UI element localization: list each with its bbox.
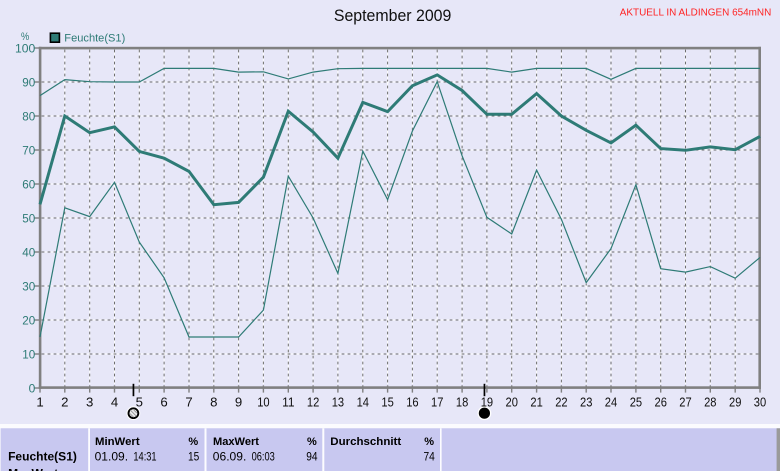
svg-text:5: 5	[136, 395, 143, 410]
svg-text:15: 15	[188, 450, 200, 464]
svg-text:25: 25	[630, 395, 642, 410]
svg-text:21: 21	[530, 395, 542, 410]
svg-text:20: 20	[22, 313, 35, 327]
svg-text:%: %	[188, 436, 198, 448]
svg-text:MaxWert: MaxWert	[213, 436, 259, 448]
svg-text:20: 20	[506, 395, 518, 410]
svg-text:AKTUELL IN ALDINGEN 654mNN: AKTUELL IN ALDINGEN 654mNN	[620, 8, 772, 19]
svg-text:1: 1	[36, 395, 43, 410]
svg-text:17: 17	[431, 395, 443, 410]
svg-text:23: 23	[580, 395, 592, 410]
svg-text:0: 0	[29, 381, 36, 395]
svg-text:28: 28	[704, 395, 716, 410]
svg-text:8: 8	[210, 395, 217, 410]
svg-text:24: 24	[605, 395, 617, 410]
svg-text:9: 9	[235, 395, 242, 410]
svg-text:26: 26	[655, 395, 667, 410]
svg-text:27: 27	[679, 395, 691, 410]
svg-text:12: 12	[307, 395, 319, 410]
svg-text:50: 50	[22, 211, 35, 225]
svg-text:10: 10	[257, 395, 269, 410]
svg-text:3: 3	[86, 395, 93, 410]
svg-text:14: 14	[357, 395, 369, 410]
svg-text:13: 13	[332, 395, 344, 410]
svg-text:2: 2	[61, 395, 68, 410]
svg-text:80: 80	[22, 109, 35, 123]
svg-text:70: 70	[22, 143, 35, 157]
svg-text:14:31: 14:31	[133, 450, 156, 464]
svg-text:Feuchte(S1): Feuchte(S1)	[8, 450, 77, 464]
svg-text:60: 60	[22, 177, 35, 191]
svg-text:90: 90	[22, 75, 35, 89]
svg-text:MaxWert: MaxWert	[8, 466, 58, 471]
svg-text:06.09.: 06.09.	[213, 450, 247, 464]
svg-text:100: 100	[15, 41, 36, 55]
svg-text:15: 15	[381, 395, 393, 410]
svg-text:29: 29	[729, 395, 741, 410]
svg-text:MinWert: MinWert	[95, 436, 140, 448]
svg-text:%: %	[424, 436, 434, 448]
svg-text:4: 4	[111, 395, 118, 410]
svg-text:Feuchte(S1): Feuchte(S1)	[64, 33, 125, 45]
svg-text:22: 22	[555, 395, 567, 410]
svg-text:16: 16	[406, 395, 418, 410]
svg-text:06:03: 06:03	[252, 450, 275, 464]
svg-text:30: 30	[22, 279, 35, 293]
svg-text:11: 11	[282, 395, 294, 410]
svg-text:01.09.: 01.09.	[95, 450, 129, 464]
svg-text:18: 18	[456, 395, 468, 410]
svg-text:19: 19	[481, 395, 493, 410]
svg-text:%: %	[21, 31, 29, 43]
svg-text:30: 30	[754, 395, 766, 410]
svg-text:September 2009: September 2009	[334, 7, 452, 25]
svg-text:Durchschnitt: Durchschnitt	[330, 436, 401, 448]
svg-text:7: 7	[185, 395, 192, 410]
svg-text:6: 6	[160, 395, 167, 410]
svg-text:94: 94	[306, 450, 318, 464]
svg-text:10: 10	[22, 347, 35, 361]
svg-text:40: 40	[22, 245, 35, 259]
svg-text:%: %	[307, 436, 317, 448]
svg-text:74: 74	[424, 450, 436, 464]
